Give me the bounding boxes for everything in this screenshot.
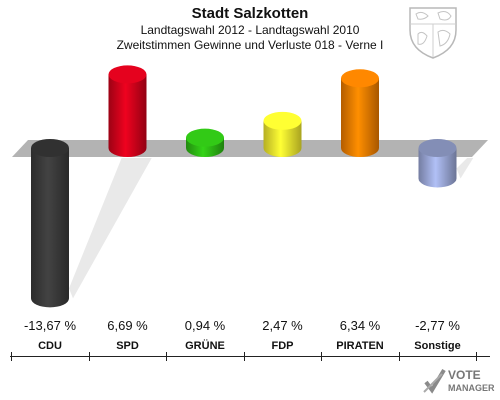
bar-cap (418, 139, 457, 157)
value-label: -13,67 % (23, 318, 77, 333)
bar-body (341, 78, 379, 157)
category-label: SPD (116, 340, 139, 352)
bar-body (263, 120, 302, 157)
bar-grüne (186, 128, 224, 157)
logo-text-line1: VOTE (448, 368, 481, 382)
value-label: -2,77 % (415, 318, 460, 333)
value-label: 6,69 % (107, 318, 148, 333)
category-label: PIRATEN (336, 340, 384, 352)
chart-subtitle: Landtagswahl 2012 - Landtagswahl 2010 (140, 23, 360, 37)
bar-fdp (263, 111, 302, 157)
x-axis-tick (89, 352, 90, 361)
x-axis-tick (399, 352, 400, 361)
chart-titles: Stadt Salzkotten Landtagswahl 2012 - Lan… (0, 4, 500, 53)
bar-cdu (31, 139, 152, 308)
logo-text-line2: MANAGER (448, 383, 495, 393)
category-label: GRÜNE (185, 340, 225, 352)
vote-manager-logo: VOTE MANAGER (423, 368, 495, 394)
x-axis-tick (11, 352, 12, 361)
bar-piraten (341, 69, 379, 157)
value-label: 0,94 % (184, 318, 226, 333)
x-axis-tick (244, 352, 245, 361)
check-icon (423, 368, 446, 394)
bar-body (31, 148, 69, 308)
bar-cap (108, 65, 147, 84)
value-label: 6,34 % (339, 318, 381, 333)
x-axis-tick (476, 352, 477, 361)
bar-spd (108, 65, 147, 157)
x-axis-tick (166, 352, 167, 361)
bar-shadow (69, 158, 152, 299)
category-label: FDP (271, 340, 294, 352)
category-label: Sonstige (414, 340, 461, 352)
bar-body (418, 148, 457, 188)
category-label: CDU (38, 340, 62, 352)
bar-cap (341, 69, 379, 88)
bars-group (31, 65, 474, 308)
bar-shadow (456, 158, 474, 179)
bar-cap (263, 111, 302, 130)
x-axis-line (10, 356, 490, 357)
chart-subtitle-2: Zweitstimmen Gewinne und Verluste 018 - … (116, 38, 384, 52)
x-axis-tick (321, 352, 322, 361)
bar-sonstige (418, 139, 474, 188)
bar-body (108, 74, 147, 157)
chart-title: Stadt Salzkotten (191, 5, 309, 22)
value-label: 2,47 % (262, 318, 303, 333)
baseline-plane (12, 140, 488, 157)
bar-cap (31, 139, 69, 157)
bar-cap (186, 128, 224, 147)
coat-of-arms-icon (409, 7, 457, 59)
